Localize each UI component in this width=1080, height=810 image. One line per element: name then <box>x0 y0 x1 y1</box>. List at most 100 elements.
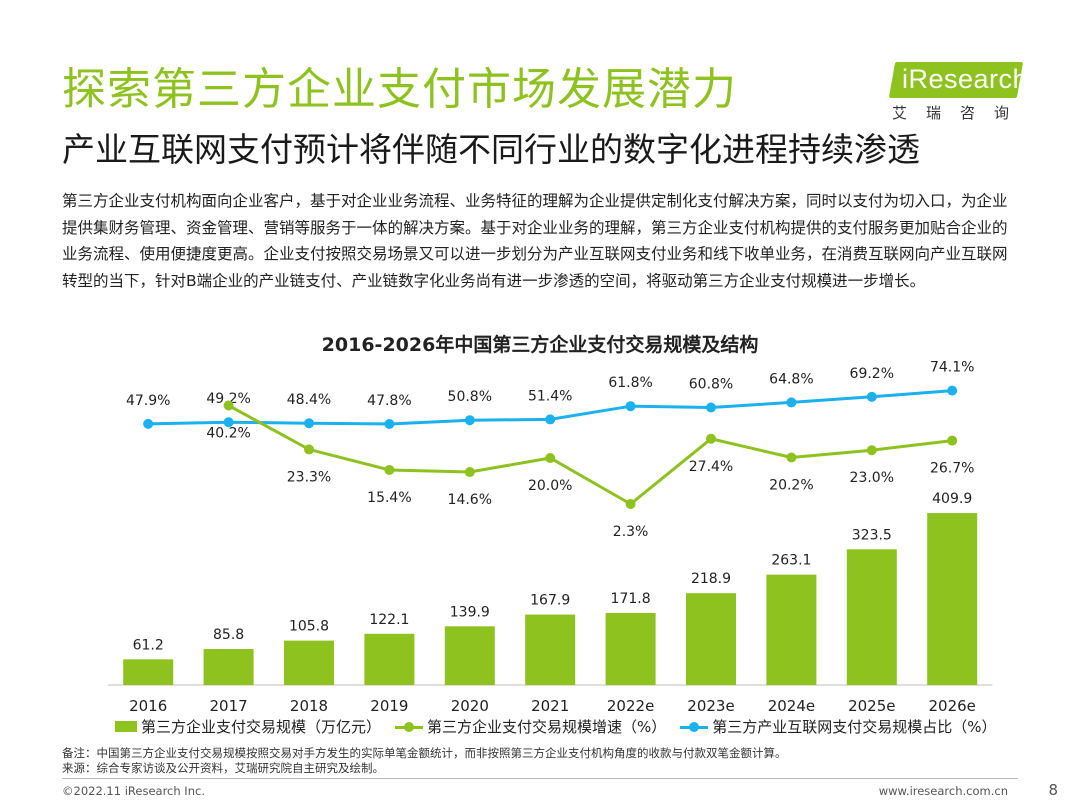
x-tick-label: 2024e <box>768 697 815 715</box>
page-title: 探索第三方企业支付市场发展潜力 <box>62 64 737 115</box>
growth-value-label: 20.0% <box>528 478 572 494</box>
growth-point <box>304 444 314 455</box>
share-point <box>947 385 958 396</box>
growth-value-label: 2.3% <box>613 524 649 540</box>
legend-label-growth: 第三方企业支付交易规模增速（%） <box>427 718 667 736</box>
share-value-label: 61.8% <box>608 375 652 391</box>
share-value-label: 69.2% <box>850 366 894 382</box>
bar-value-label: 218.9 <box>691 571 731 587</box>
share-value-label: 64.8% <box>769 371 813 387</box>
bar-2016 <box>123 659 174 685</box>
growth-point <box>866 445 877 456</box>
x-tick-label: 2026e <box>928 697 975 715</box>
growth-point <box>947 435 958 446</box>
bar-2020 <box>444 626 495 685</box>
growth-point <box>625 499 636 510</box>
growth-value-label: 27.4% <box>689 459 733 475</box>
share-value-label: 49.2% <box>206 391 250 407</box>
growth-value-label: 15.4% <box>367 490 411 506</box>
share-value-label: 48.4% <box>287 392 331 408</box>
growth-point <box>545 453 556 463</box>
growth-point <box>706 433 716 444</box>
share-point <box>464 415 475 426</box>
growth-series-line <box>227 404 953 506</box>
note-text: 备注：中国第三方企业支付交易规模按照交易对手方发生的实际单笔金额统计，而非按照第… <box>62 746 787 760</box>
page-subtitle: 产业互联网支付预计将伴随不同行业的数字化进程持续渗透 <box>62 130 920 169</box>
share-point <box>786 397 797 408</box>
bar-value-label: 139.9 <box>450 604 490 620</box>
iresearch-logo: iResearch 艾瑞咨询 <box>888 56 1028 126</box>
combo-chart: 61.2 85.8 105.8 122.1 139.9 167.9 171.8 218.9 26… <box>108 360 993 715</box>
bar-value-label: 61.2 <box>133 637 164 653</box>
legend-line-swatch-green <box>395 720 424 734</box>
chart-title: 2016-2026年中国第三方企业支付交易规模及结构 <box>321 334 759 356</box>
bar-value-label: 409.9 <box>932 491 972 507</box>
footer-divider <box>62 778 1018 779</box>
legend-bar-swatch <box>115 721 137 732</box>
x-tick-label: 2021 <box>531 697 569 715</box>
bar-2018 <box>284 640 334 685</box>
x-tick-label: 2017 <box>210 697 248 715</box>
bar-value-label: 323.5 <box>852 527 892 543</box>
bar-value-label: 105.8 <box>289 619 329 635</box>
share-point <box>625 401 636 412</box>
page-number: 8 <box>1048 781 1058 799</box>
growth-value-label: 26.7% <box>930 461 974 477</box>
growth-point <box>384 464 395 475</box>
chart-notes: 备注：中国第三方企业支付交易规模按照交易对手方发生的实际单笔金额统计，而非按照第… <box>62 746 787 776</box>
x-tick-label: 2018 <box>290 697 328 715</box>
share-value-label: 51.4% <box>528 388 572 404</box>
share-point <box>866 391 877 402</box>
x-tick-label: 2025e <box>848 697 895 715</box>
share-point <box>223 417 234 428</box>
growth-value-label: 23.0% <box>850 470 894 486</box>
bar-2022e <box>605 612 656 685</box>
growth-value-label: 40.2% <box>206 425 250 441</box>
growth-value-label: 14.6% <box>448 492 492 508</box>
bar-2025e <box>846 549 897 685</box>
legend-item-growth: 第三方企业支付交易规模增速（%） <box>395 716 666 737</box>
legend-label-volume: 第三方企业支付交易规模（万亿元） <box>141 718 382 736</box>
share-point <box>545 414 556 425</box>
share-point <box>706 402 716 413</box>
bar-2026e <box>927 513 978 685</box>
share-value-label: 47.9% <box>126 393 170 409</box>
legend-item-volume: 第三方企业支付交易规模（万亿元） <box>115 716 381 737</box>
growth-value-label: 23.3% <box>287 469 331 485</box>
growth-point <box>223 400 234 411</box>
bar-value-label: 167.9 <box>530 593 570 609</box>
bar-value-label: 122.1 <box>369 612 409 628</box>
source-text: 来源：综合专家访谈及公开资料，艾瑞研究院自主研究及绘制。 <box>62 761 384 775</box>
x-tick-label: 2016 <box>129 697 167 715</box>
intro-paragraph: 第三方企业支付机构面向企业客户，基于对企业业务流程、业务特征的理解为企业提供定制… <box>62 192 1008 290</box>
x-tick-label: 2019 <box>370 697 408 715</box>
x-tick-label: 2020 <box>451 697 489 715</box>
bar-2017 <box>203 649 254 685</box>
bar-2023e <box>686 593 736 685</box>
share-point <box>384 419 395 429</box>
share-value-label: 60.8% <box>689 376 733 392</box>
logo-brand: iResearch <box>902 64 1029 94</box>
logo-chinese: 艾瑞咨询 <box>892 104 1029 122</box>
legend-item-share: 第三方产业互联网支付交易规模占比（%） <box>680 716 997 737</box>
x-tick-label: 2022e <box>607 697 654 715</box>
share-value-label: 74.1% <box>930 360 974 376</box>
share-value-label: 47.8% <box>367 393 411 409</box>
x-tick-label: 2023e <box>687 697 734 715</box>
chart-legend: 第三方企业支付交易规模（万亿元） 第三方企业支付交易规模增速（%） 第三方产业互… <box>115 716 1011 737</box>
growth-point <box>464 467 475 478</box>
share-point <box>304 418 314 429</box>
bar-2021 <box>525 614 576 685</box>
bar-value-label: 263.1 <box>771 553 811 569</box>
footer-copyright: ©2022.11 iResearch Inc. <box>62 784 205 798</box>
legend-line-swatch-blue <box>680 720 709 734</box>
bar-2019 <box>364 633 415 685</box>
share-value-label: 50.8% <box>448 389 492 405</box>
bar-value-label: 85.8 <box>213 627 244 643</box>
growth-point <box>786 452 797 463</box>
bar-value-label: 171.8 <box>611 591 651 607</box>
footer-website: www.iresearch.com.cn <box>878 784 1008 798</box>
growth-value-label: 20.2% <box>769 477 813 493</box>
share-point <box>143 418 154 429</box>
legend-label-share: 第三方产业互联网支付交易规模占比（%） <box>712 718 997 736</box>
